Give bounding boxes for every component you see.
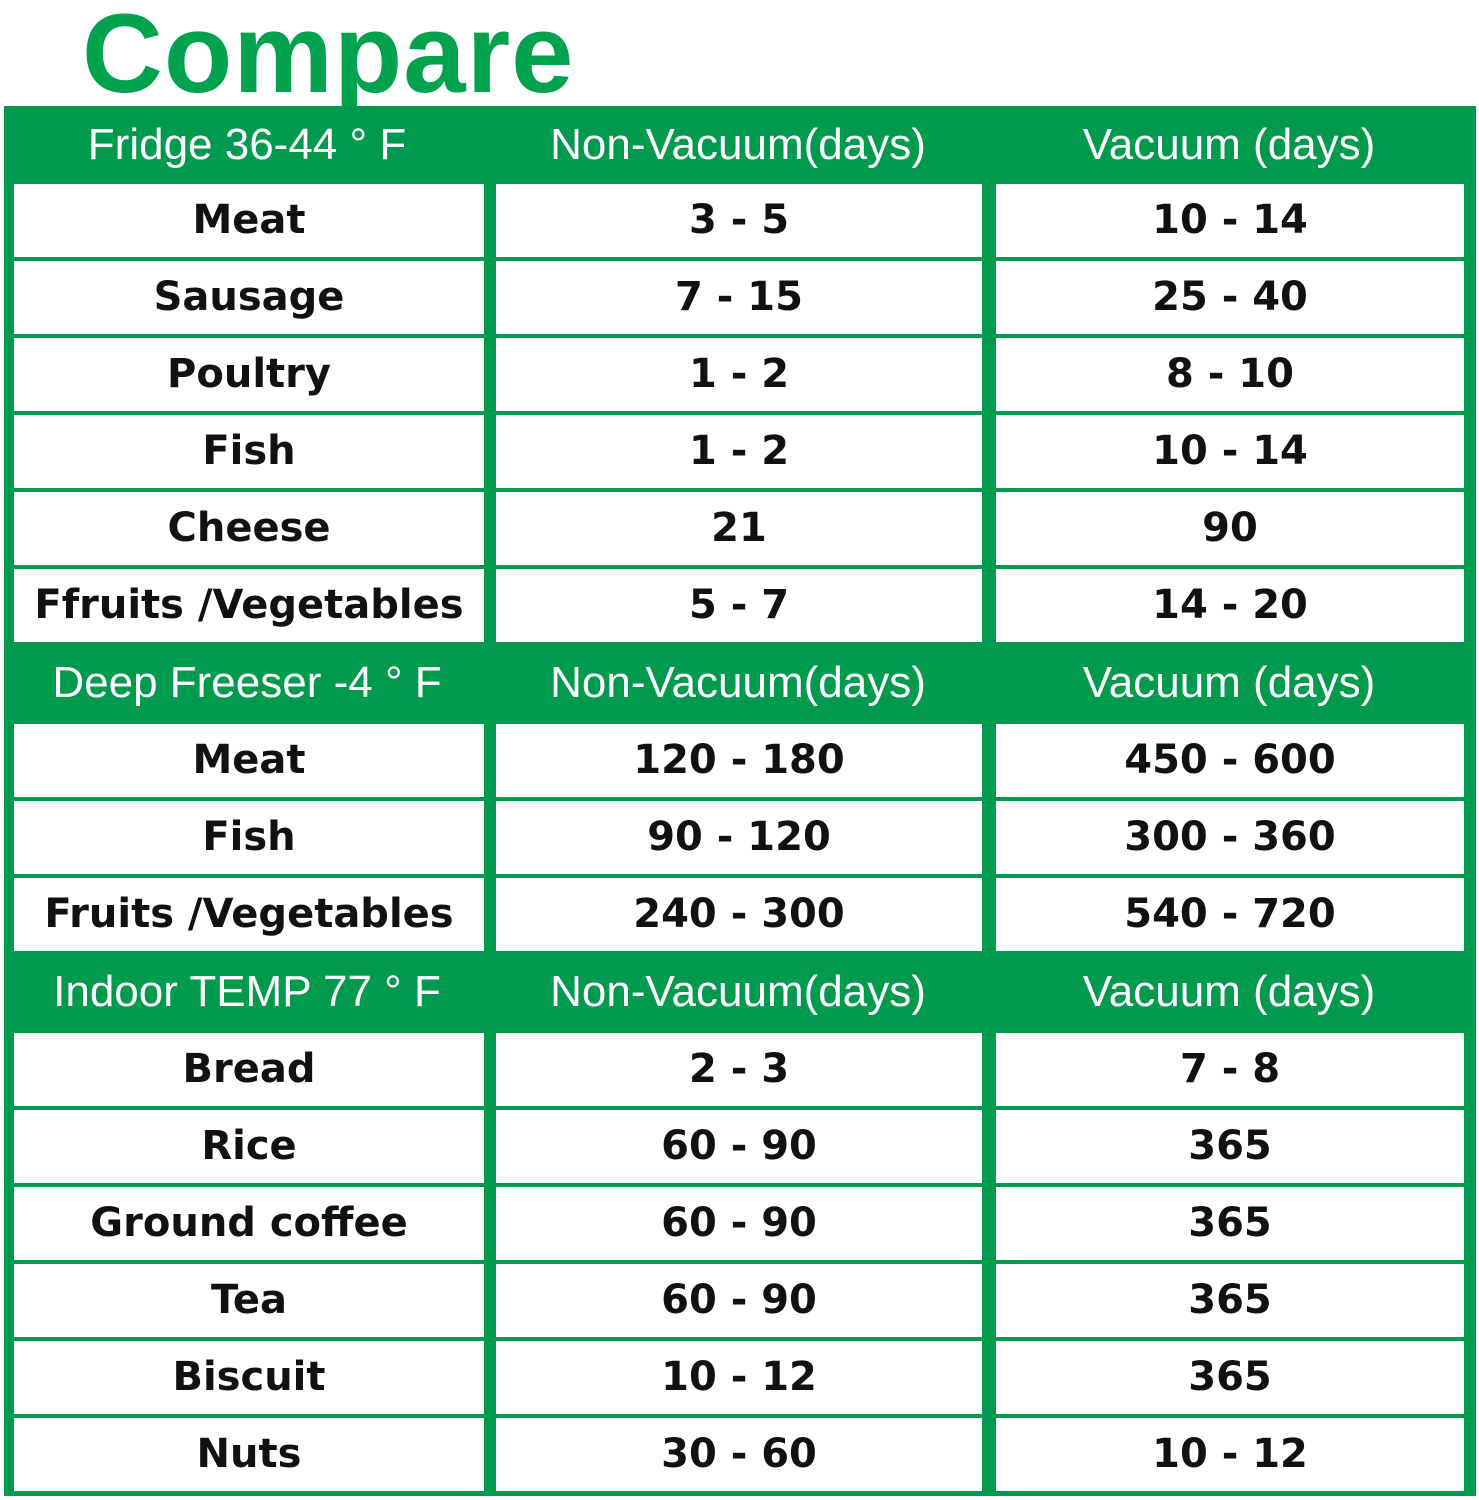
vacuum-cell: 300 - 360 bbox=[996, 801, 1464, 874]
item-cell: Bread bbox=[14, 1033, 484, 1106]
non-vacuum-cell: 90 - 120 bbox=[496, 801, 982, 874]
non-vacuum-cell: 2 - 3 bbox=[496, 1033, 982, 1106]
non-vacuum-cell: 30 - 60 bbox=[496, 1418, 982, 1491]
vacuum-cell: 450 - 600 bbox=[996, 724, 1464, 797]
item-cell: Ffruits /Vegetables bbox=[14, 569, 484, 642]
non-vacuum-cell: 3 - 5 bbox=[496, 184, 982, 257]
table-row: Ffruits /Vegetables 5 - 7 14 - 20 bbox=[4, 567, 1476, 644]
table-row: Fish 1 - 2 10 - 14 bbox=[4, 413, 1476, 490]
non-vacuum-cell: 7 - 15 bbox=[496, 261, 982, 334]
section-header-freezer: Deep Freeser -4 ° F Non-Vacuum(days) Vac… bbox=[4, 644, 1476, 722]
item-cell: Sausage bbox=[14, 261, 484, 334]
vacuum-cell: 365 bbox=[996, 1264, 1464, 1337]
non-vacuum-cell: 240 - 300 bbox=[496, 878, 982, 951]
vacuum-cell: 365 bbox=[996, 1341, 1464, 1414]
item-cell: Ground coffee bbox=[14, 1187, 484, 1260]
vacuum-cell: 365 bbox=[996, 1187, 1464, 1260]
non-vacuum-cell: 1 - 2 bbox=[496, 415, 982, 488]
vacuum-cell: 540 - 720 bbox=[996, 878, 1464, 951]
vacuum-cell: 365 bbox=[996, 1110, 1464, 1183]
section-header-indoor: Indoor TEMP 77 ° F Non-Vacuum(days) Vacu… bbox=[4, 953, 1476, 1031]
item-cell: Rice bbox=[14, 1110, 484, 1183]
header-category: Deep Freeser -4 ° F bbox=[52, 658, 442, 707]
vacuum-cell: 10 - 14 bbox=[996, 184, 1464, 257]
vacuum-cell: 7 - 8 bbox=[996, 1033, 1464, 1106]
header-category: Indoor TEMP 77 ° F bbox=[53, 967, 441, 1016]
non-vacuum-cell: 60 - 90 bbox=[496, 1110, 982, 1183]
table-row: Meat 120 - 180 450 - 600 bbox=[4, 722, 1476, 799]
header-non-vacuum: Non-Vacuum(days) bbox=[550, 658, 926, 707]
item-cell: Fish bbox=[14, 415, 484, 488]
table-row: Rice 60 - 90 365 bbox=[4, 1108, 1476, 1185]
table-row: Fish 90 - 120 300 - 360 bbox=[4, 799, 1476, 876]
page-title: Compare bbox=[82, 0, 575, 116]
table-row: Poultry 1 - 2 8 - 10 bbox=[4, 336, 1476, 413]
item-cell: Poultry bbox=[14, 338, 484, 411]
vacuum-cell: 8 - 10 bbox=[996, 338, 1464, 411]
table-row: Meat 3 - 5 10 - 14 bbox=[4, 182, 1476, 259]
non-vacuum-cell: 10 - 12 bbox=[496, 1341, 982, 1414]
header-vacuum: Vacuum (days) bbox=[1082, 967, 1376, 1016]
table-row: Bread 2 - 3 7 - 8 bbox=[4, 1031, 1476, 1108]
non-vacuum-cell: 120 - 180 bbox=[496, 724, 982, 797]
header-category: Fridge 36-44 ° F bbox=[87, 120, 407, 169]
vacuum-cell: 90 bbox=[996, 492, 1464, 565]
non-vacuum-cell: 1 - 2 bbox=[496, 338, 982, 411]
non-vacuum-cell: 60 - 90 bbox=[496, 1264, 982, 1337]
item-cell: Fish bbox=[14, 801, 484, 874]
vacuum-cell: 10 - 12 bbox=[996, 1418, 1464, 1491]
non-vacuum-cell: 21 bbox=[496, 492, 982, 565]
section-header-fridge: Fridge 36-44 ° F Non-Vacuum(days) Vacuum… bbox=[4, 106, 1476, 184]
header-vacuum: Vacuum (days) bbox=[1082, 658, 1376, 707]
comparison-table: Fridge 36-44 ° F Non-Vacuum(days) Vacuum… bbox=[4, 106, 1476, 1496]
item-cell: Meat bbox=[14, 184, 484, 257]
item-cell: Cheese bbox=[14, 492, 484, 565]
table-row: Biscuit 10 - 12 365 bbox=[4, 1339, 1476, 1416]
vacuum-cell: 10 - 14 bbox=[996, 415, 1464, 488]
non-vacuum-cell: 5 - 7 bbox=[496, 569, 982, 642]
non-vacuum-cell: 60 - 90 bbox=[496, 1187, 982, 1260]
table-row: Fruits /Vegetables 240 - 300 540 - 720 bbox=[4, 876, 1476, 953]
table-row: Ground coffee 60 - 90 365 bbox=[4, 1185, 1476, 1262]
item-cell: Meat bbox=[14, 724, 484, 797]
table-row: Cheese 21 90 bbox=[4, 490, 1476, 567]
item-cell: Biscuit bbox=[14, 1341, 484, 1414]
table-row: Nuts 30 - 60 10 - 12 bbox=[4, 1416, 1476, 1493]
item-cell: Fruits /Vegetables bbox=[14, 878, 484, 951]
table-row: Tea 60 - 90 365 bbox=[4, 1262, 1476, 1339]
table-row: Sausage 7 - 15 25 - 40 bbox=[4, 259, 1476, 336]
header-vacuum: Vacuum (days) bbox=[1082, 120, 1376, 169]
item-cell: Nuts bbox=[14, 1418, 484, 1491]
item-cell: Tea bbox=[14, 1264, 484, 1337]
vacuum-cell: 14 - 20 bbox=[996, 569, 1464, 642]
header-non-vacuum: Non-Vacuum(days) bbox=[550, 967, 926, 1016]
vacuum-cell: 25 - 40 bbox=[996, 261, 1464, 334]
header-non-vacuum: Non-Vacuum(days) bbox=[550, 120, 926, 169]
